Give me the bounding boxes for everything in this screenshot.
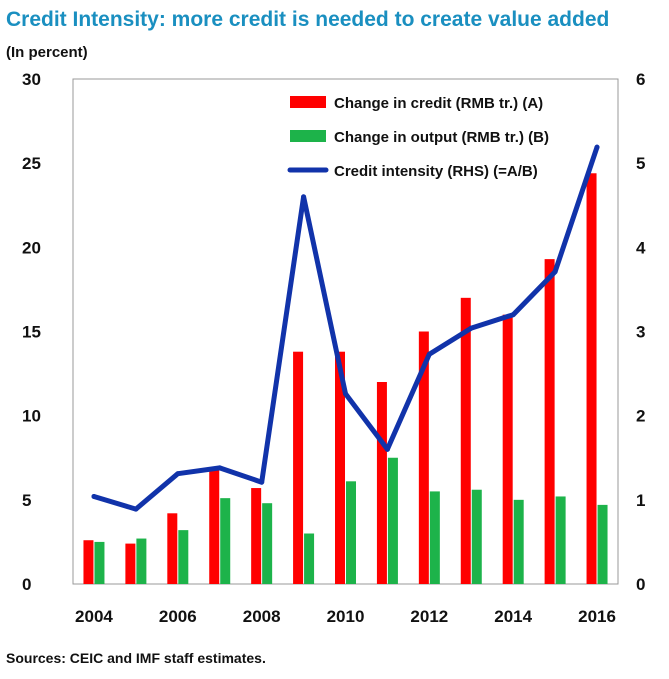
intensity-point — [301, 194, 307, 200]
right-axis-tick-label: 4 — [636, 238, 646, 257]
output-bar — [387, 457, 398, 584]
credit-bar — [502, 314, 513, 584]
right-axis-tick-label: 2 — [636, 407, 645, 426]
left-axis-tick-label: 0 — [22, 575, 31, 594]
credit-bar — [209, 469, 220, 584]
intensity-point — [259, 479, 265, 485]
legend-output-swatch — [290, 130, 326, 142]
output-bar — [346, 481, 356, 584]
left-axis-tick-label: 15 — [22, 323, 41, 342]
intensity-point — [384, 446, 390, 452]
credit-bar — [335, 351, 345, 584]
output-bar — [220, 498, 231, 584]
intensity-line-layer — [91, 144, 600, 512]
intensity-point — [133, 506, 139, 512]
source-note: Sources: CEIC and IMF staff estimates. — [6, 650, 266, 666]
intensity-point — [175, 471, 181, 477]
intensity-point — [343, 391, 348, 397]
output-bar — [513, 499, 524, 584]
output-bars — [94, 457, 608, 584]
output-bar — [597, 504, 608, 584]
plot-frame — [72, 78, 619, 585]
x-axis-tick-label: 2010 — [327, 607, 365, 626]
left-axis-tick-label: 10 — [22, 407, 41, 426]
x-axis-tick-label: 2016 — [578, 607, 616, 626]
legend-intensity-label: Credit intensity (RHS) (=A/B) — [334, 163, 538, 180]
intensity-point — [91, 493, 97, 499]
x-axis-tick-label: 2014 — [494, 607, 532, 626]
credit-bar — [251, 488, 262, 584]
credit-bar — [418, 331, 429, 584]
right-axis-tick-label: 1 — [636, 491, 645, 510]
output-bar — [178, 530, 189, 584]
legend-output-label: Change in output (RMB tr.) (B) — [334, 129, 549, 146]
intensity-point — [510, 312, 516, 318]
output-bar — [94, 541, 105, 584]
output-bar — [471, 489, 482, 584]
credit-bar — [293, 351, 304, 584]
right-axis-tick-label: 0 — [636, 575, 645, 594]
right-axis-tick-label: 5 — [636, 154, 645, 173]
right-axis-tick-label: 6 — [636, 70, 645, 89]
credit-bar — [125, 543, 136, 584]
credit-bar — [83, 540, 94, 584]
legend-credit-label: Change in credit (RMB tr.) (A) — [334, 95, 543, 112]
intensity-point — [468, 325, 474, 331]
x-axis-tick-label: 2008 — [243, 607, 281, 626]
intensity-point — [426, 351, 432, 357]
legend: Change in credit (RMB tr.) (A) Change in … — [287, 95, 549, 180]
x-axis-tick-label: 2012 — [410, 607, 448, 626]
intensity-point — [552, 269, 558, 275]
output-bar — [429, 491, 440, 584]
credit-bars — [83, 173, 597, 584]
intensity-point — [217, 465, 223, 471]
credit-bar — [544, 259, 555, 584]
right-axis-tick-label: 3 — [636, 323, 645, 342]
x-axis-tick-label: 2006 — [159, 607, 197, 626]
left-axis-tick-label: 20 — [22, 238, 41, 257]
left-axis-tick-label: 5 — [22, 491, 31, 510]
credit-bar — [586, 173, 597, 584]
legend-credit-swatch — [290, 96, 326, 108]
credit-bar — [167, 513, 178, 584]
output-bar — [262, 503, 273, 584]
output-bar — [555, 496, 566, 584]
chart-subtitle: (In percent) — [6, 44, 88, 61]
credit-bar — [376, 382, 387, 584]
chart-title: Credit Intensity: more credit is needed … — [6, 8, 610, 31]
intensity-line — [91, 144, 600, 512]
left-axis-tick-label: 30 — [22, 70, 41, 89]
credit-bar — [460, 297, 471, 584]
x-axis-tick-label: 2004 — [75, 607, 113, 626]
output-bar — [304, 533, 315, 584]
axis-labels: 0 5 10 15 20 25 30 0 1 2 3 4 5 6 2004 2006 2008 2010 2012 2… — [22, 70, 646, 626]
intensity-point — [594, 144, 600, 150]
output-bar — [136, 538, 147, 584]
left-axis-tick-label: 25 — [22, 154, 41, 173]
